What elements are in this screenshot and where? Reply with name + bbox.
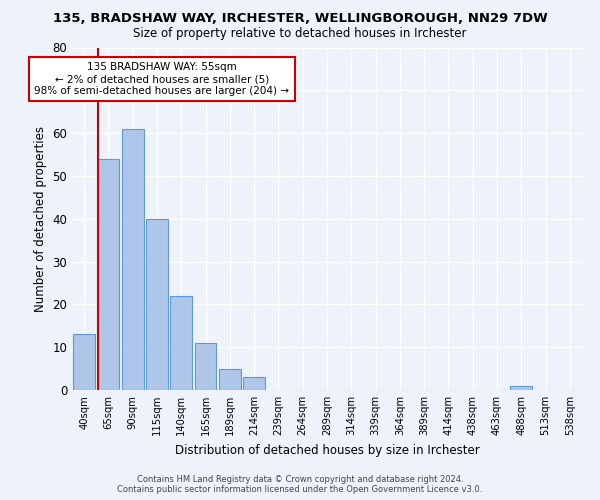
Text: Contains HM Land Registry data © Crown copyright and database right 2024.
Contai: Contains HM Land Registry data © Crown c… xyxy=(118,474,482,494)
Y-axis label: Number of detached properties: Number of detached properties xyxy=(34,126,47,312)
Bar xyxy=(97,159,119,390)
Bar xyxy=(146,219,168,390)
Bar xyxy=(194,343,217,390)
Text: 135, BRADSHAW WAY, IRCHESTER, WELLINGBOROUGH, NN29 7DW: 135, BRADSHAW WAY, IRCHESTER, WELLINGBOR… xyxy=(53,12,547,26)
Bar xyxy=(122,129,143,390)
Bar xyxy=(219,368,241,390)
Bar xyxy=(511,386,532,390)
Text: Size of property relative to detached houses in Irchester: Size of property relative to detached ho… xyxy=(133,28,467,40)
Bar xyxy=(243,377,265,390)
Bar xyxy=(73,334,95,390)
Text: 135 BRADSHAW WAY: 55sqm
← 2% of detached houses are smaller (5)
98% of semi-deta: 135 BRADSHAW WAY: 55sqm ← 2% of detached… xyxy=(34,62,289,96)
Bar xyxy=(170,296,192,390)
X-axis label: Distribution of detached houses by size in Irchester: Distribution of detached houses by size … xyxy=(175,444,479,456)
